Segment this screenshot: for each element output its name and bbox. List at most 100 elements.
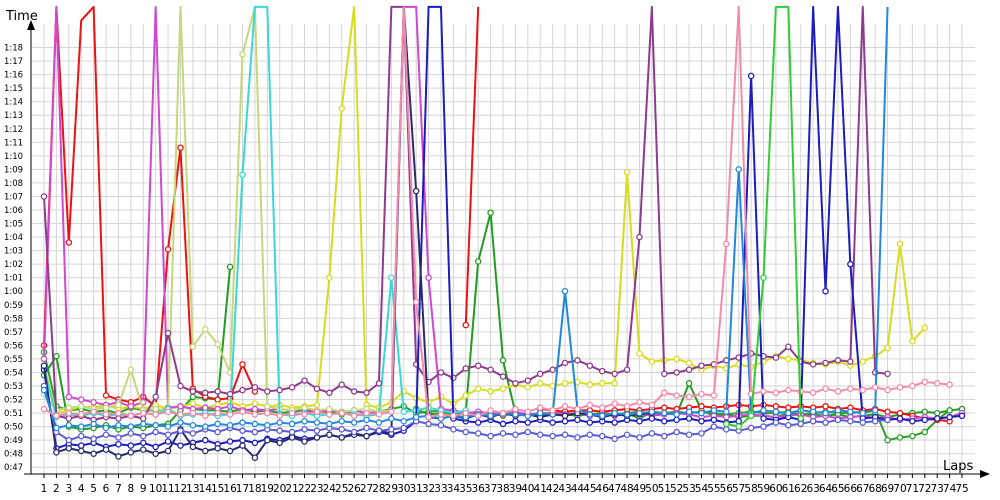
data-point bbox=[809, 417, 817, 425]
x-tick-label: 57 bbox=[732, 483, 745, 495]
data-point bbox=[412, 413, 420, 421]
data-point bbox=[115, 434, 122, 441]
data-point bbox=[115, 409, 122, 417]
data-point bbox=[921, 324, 929, 332]
data-point bbox=[77, 403, 85, 410]
data-point bbox=[301, 377, 308, 384]
data-point bbox=[313, 419, 321, 426]
data-point bbox=[623, 168, 631, 176]
data-point bbox=[859, 409, 867, 417]
data-point bbox=[549, 407, 556, 414]
data-point bbox=[363, 389, 370, 397]
data-point bbox=[226, 411, 234, 418]
data-point bbox=[462, 428, 470, 436]
x-tick-label: 41 bbox=[534, 483, 547, 495]
x-tick-label: 11 bbox=[161, 483, 174, 495]
x-tick-label: 73 bbox=[931, 483, 944, 495]
data-point bbox=[921, 428, 929, 436]
data-point bbox=[723, 426, 730, 433]
data-point bbox=[251, 454, 259, 462]
x-tick-label: 7 bbox=[115, 483, 122, 495]
data-point bbox=[164, 408, 172, 415]
y-axis-arrow bbox=[27, 20, 35, 30]
data-point bbox=[326, 274, 333, 281]
data-point bbox=[499, 357, 507, 364]
data-point bbox=[536, 409, 544, 417]
data-point bbox=[127, 442, 135, 449]
data-point bbox=[251, 405, 259, 413]
y-tick-label: 1:05 bbox=[4, 220, 23, 230]
data-point bbox=[834, 357, 842, 364]
data-point bbox=[636, 434, 643, 441]
data-point bbox=[785, 404, 792, 411]
data-point bbox=[636, 398, 643, 406]
data-point bbox=[946, 407, 953, 414]
data-point bbox=[871, 407, 879, 414]
y-tick-label: 0:50 bbox=[4, 423, 23, 433]
data-point bbox=[90, 435, 97, 443]
data-point bbox=[958, 412, 966, 420]
data-point bbox=[226, 263, 234, 271]
data-point bbox=[698, 403, 705, 410]
data-point bbox=[412, 187, 420, 195]
data-point bbox=[288, 420, 296, 428]
data-point bbox=[276, 419, 283, 426]
data-point bbox=[586, 362, 594, 369]
x-tick-label: 60 bbox=[769, 483, 782, 495]
data-point bbox=[189, 400, 197, 407]
data-point bbox=[512, 417, 519, 425]
x-tick-label: 45 bbox=[583, 483, 596, 495]
data-point bbox=[264, 403, 271, 410]
data-point bbox=[214, 396, 221, 403]
data-point bbox=[301, 411, 308, 418]
x-tick-label: 26 bbox=[347, 483, 361, 495]
data-point bbox=[723, 408, 730, 415]
data-point bbox=[847, 417, 854, 425]
y-tick-label: 1:03 bbox=[4, 247, 23, 257]
data-point bbox=[65, 239, 73, 246]
x-tick-label: 61 bbox=[782, 483, 795, 495]
x-tick-label: 51 bbox=[658, 483, 671, 495]
data-point bbox=[760, 274, 767, 281]
data-point bbox=[512, 380, 519, 387]
data-point bbox=[772, 419, 780, 426]
data-point bbox=[574, 357, 581, 364]
data-point bbox=[338, 426, 345, 433]
data-point bbox=[785, 343, 792, 350]
data-point bbox=[536, 431, 544, 438]
data-point bbox=[648, 430, 656, 437]
x-tick-label: 12 bbox=[174, 483, 187, 495]
x-tick-label: 17 bbox=[236, 483, 249, 495]
data-point bbox=[350, 419, 358, 426]
data-point bbox=[536, 370, 544, 378]
x-tick-label: 32 bbox=[422, 483, 435, 495]
data-point bbox=[264, 422, 271, 429]
data-point bbox=[152, 428, 159, 436]
data-point bbox=[288, 434, 296, 441]
data-point bbox=[65, 409, 73, 417]
data-point bbox=[90, 408, 97, 415]
data-point bbox=[251, 439, 259, 447]
data-point bbox=[785, 386, 792, 394]
x-tick-label: 31 bbox=[409, 483, 422, 495]
data-point bbox=[474, 362, 482, 369]
data-point bbox=[896, 434, 904, 441]
data-point bbox=[462, 392, 470, 399]
data-point bbox=[251, 428, 259, 436]
data-point bbox=[785, 355, 792, 363]
data-point bbox=[673, 428, 680, 436]
data-point bbox=[661, 409, 668, 417]
data-point bbox=[226, 438, 234, 445]
data-point bbox=[139, 432, 147, 440]
data-point bbox=[723, 240, 730, 248]
data-point bbox=[115, 422, 122, 429]
data-point bbox=[214, 340, 221, 348]
data-point bbox=[251, 420, 259, 428]
data-point bbox=[251, 400, 259, 407]
data-point bbox=[115, 415, 122, 422]
data-point bbox=[512, 431, 519, 438]
data-point bbox=[661, 432, 668, 440]
data-point bbox=[139, 415, 147, 422]
data-point bbox=[499, 409, 507, 417]
data-point bbox=[822, 287, 829, 295]
